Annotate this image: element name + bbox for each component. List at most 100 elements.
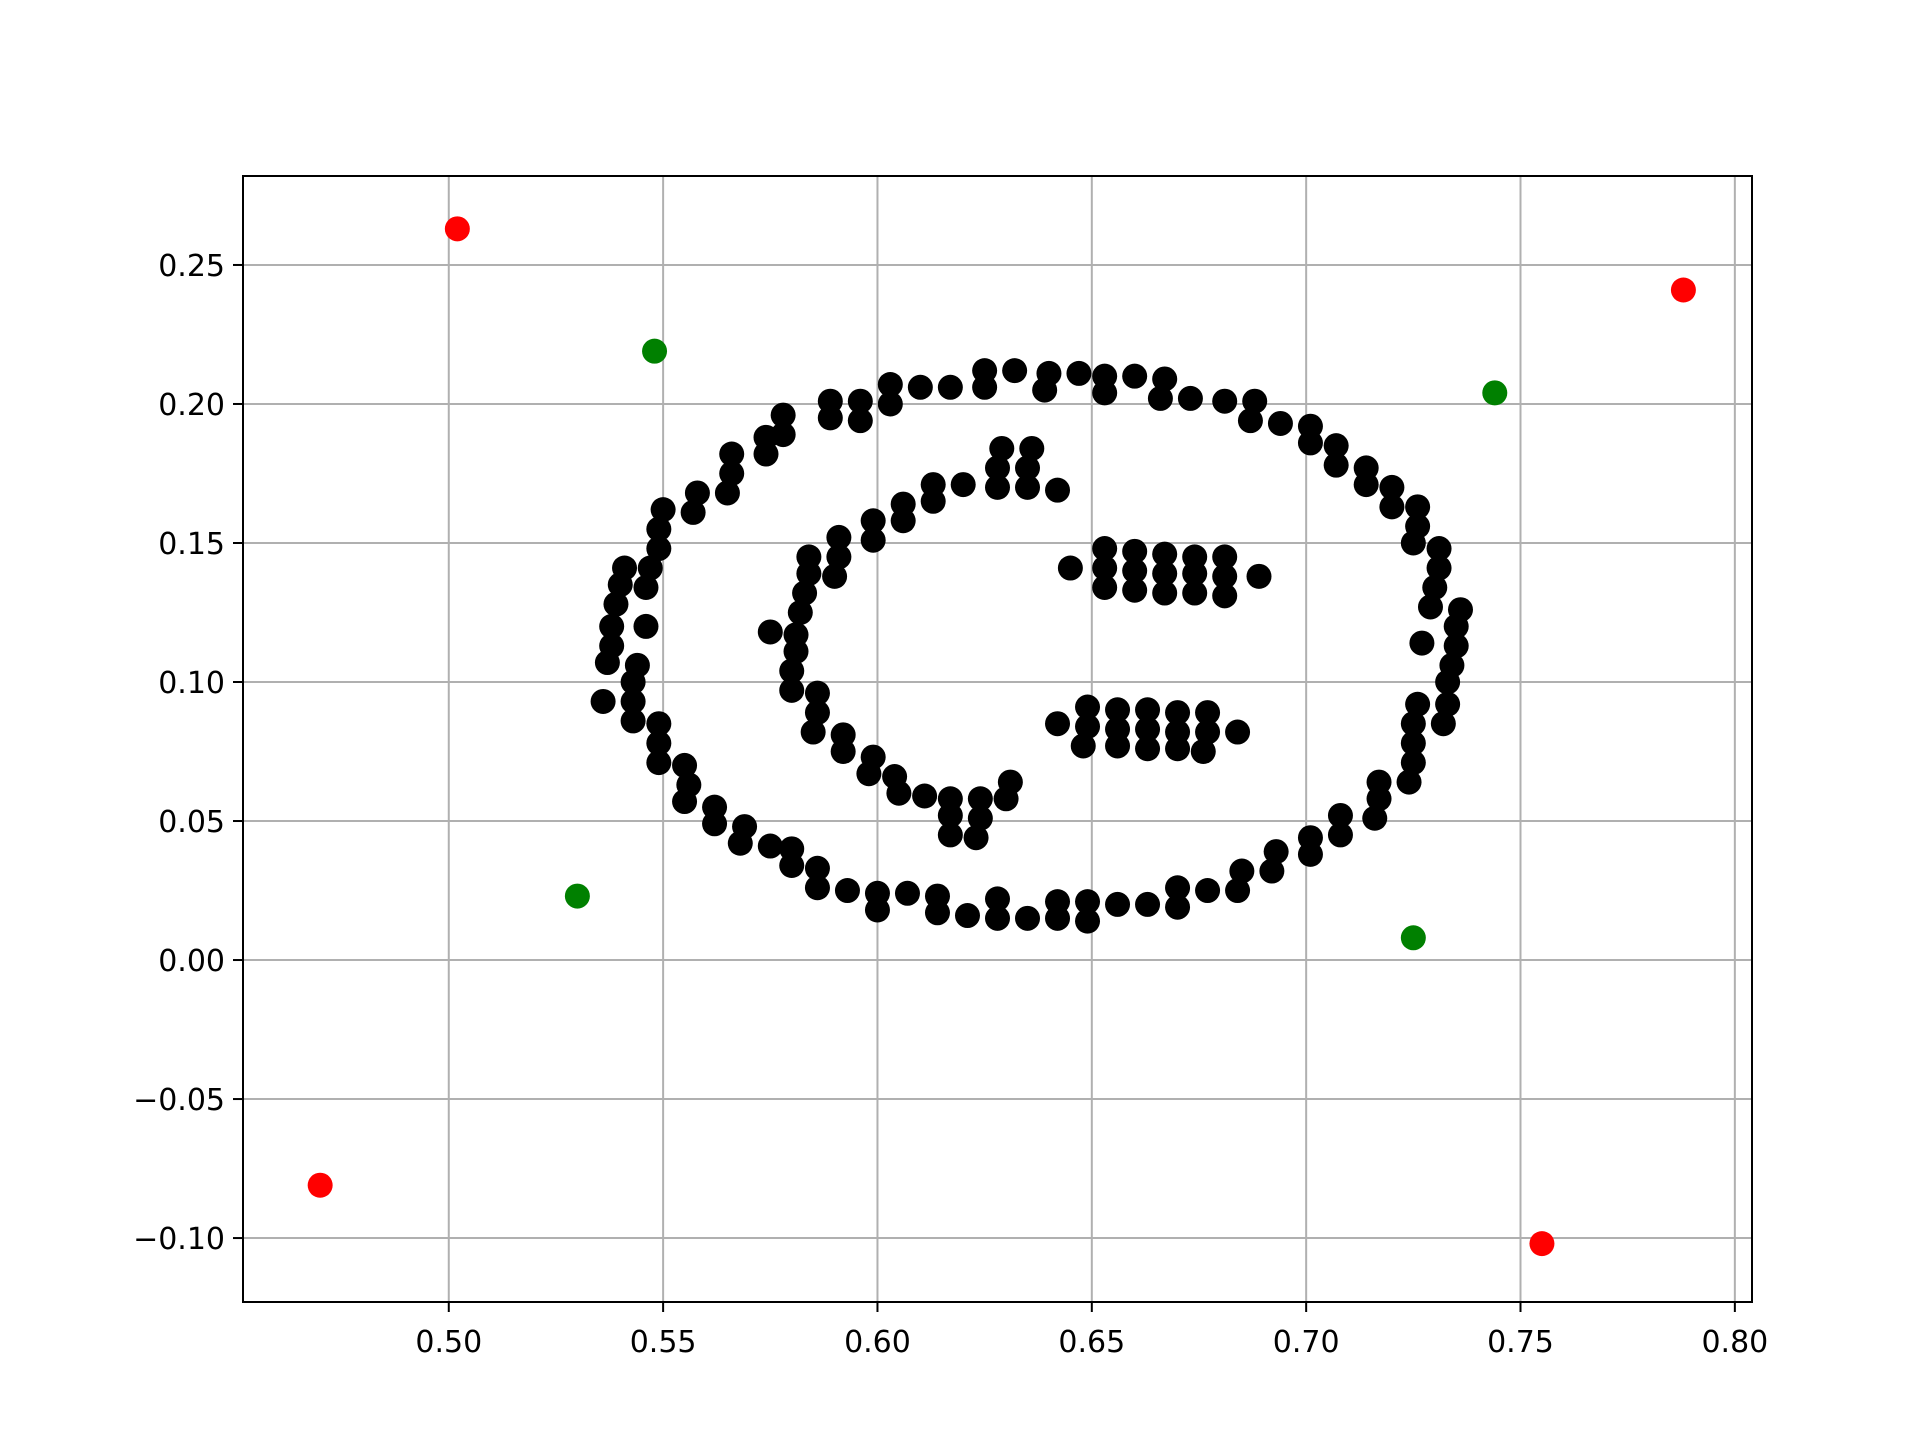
data-point [847, 408, 873, 434]
series-0 [590, 358, 1473, 934]
data-point [1327, 802, 1353, 828]
data-point [599, 613, 625, 639]
data-point [1135, 697, 1161, 723]
data-point [1297, 841, 1323, 867]
data-point [937, 374, 963, 400]
data-point [1435, 669, 1461, 695]
plot-frame [242, 175, 1753, 1303]
data-point [804, 680, 830, 706]
data-point [1152, 561, 1178, 587]
y-tick-label: 0.10 [158, 666, 225, 701]
data-point [1147, 385, 1173, 411]
data-point [792, 580, 818, 606]
data-point [963, 825, 989, 851]
data-point [937, 802, 963, 828]
data-point [985, 886, 1010, 912]
data-point [912, 783, 938, 809]
x-axis: 0.50 0.55 0.60 0.65 0.70 0.75 0.80 [415, 1302, 1768, 1360]
data-point [1400, 925, 1426, 951]
data-point [1015, 474, 1041, 500]
data-point [877, 372, 903, 398]
data-point [1032, 377, 1058, 403]
y-tick-label: 0.15 [158, 527, 225, 562]
data-point [444, 216, 470, 242]
data-point [1353, 472, 1379, 498]
data-point [1443, 613, 1469, 639]
data-point [1405, 494, 1431, 520]
data-points [307, 216, 1696, 1257]
data-point [702, 811, 728, 837]
data-point [757, 833, 783, 859]
data-point [1417, 594, 1443, 620]
data-point [967, 786, 993, 812]
data-point [783, 638, 809, 664]
data-point [937, 822, 963, 848]
data-point [1212, 563, 1238, 589]
data-point [1405, 691, 1431, 717]
data-point [607, 572, 633, 598]
data-point [1057, 555, 1083, 581]
data-point [1443, 633, 1469, 659]
data-point [1092, 536, 1118, 562]
data-point [886, 780, 912, 806]
data-point [1122, 538, 1148, 564]
data-point [796, 561, 822, 587]
data-point [672, 752, 698, 778]
data-point [847, 388, 873, 414]
data-point [1015, 455, 1041, 481]
data-point [860, 527, 886, 553]
data-point [864, 897, 890, 923]
x-tick-label: 0.65 [1058, 1325, 1125, 1360]
y-axis: −0.10 −0.05 0.00 0.05 0.10 0.15 0.20 0.25 [133, 249, 243, 1257]
data-point [1122, 558, 1148, 584]
data-point [1323, 433, 1349, 459]
data-point [1327, 822, 1353, 848]
data-point [1426, 536, 1452, 562]
data-point [620, 708, 646, 734]
x-tick-label: 0.70 [1273, 1325, 1340, 1360]
data-point [620, 688, 646, 714]
x-tick-label: 0.60 [844, 1325, 911, 1360]
y-tick-label: 0.05 [158, 805, 225, 840]
data-point [714, 480, 740, 506]
data-point [633, 574, 659, 600]
data-point [907, 374, 933, 400]
data-point [924, 900, 950, 926]
data-point [1195, 878, 1221, 904]
data-point [779, 658, 805, 684]
data-point [1045, 711, 1071, 737]
y-tick-label: −0.05 [133, 1083, 225, 1118]
data-point [1122, 363, 1148, 389]
data-point [680, 499, 706, 525]
data-point [1670, 277, 1696, 303]
data-point [1435, 691, 1461, 717]
data-point [1135, 716, 1161, 742]
data-point [1075, 694, 1101, 720]
data-point [1396, 769, 1422, 795]
data-point [1165, 894, 1191, 920]
data-point [1379, 474, 1405, 500]
data-point [1165, 700, 1191, 726]
data-point [1135, 736, 1161, 762]
data-point [1405, 513, 1431, 539]
data-point [1092, 574, 1118, 600]
data-point [860, 508, 886, 534]
data-point [650, 497, 676, 523]
data-point [920, 488, 946, 514]
data-point [1002, 358, 1028, 384]
data-point [620, 669, 646, 695]
data-point [1212, 388, 1238, 414]
data-point [753, 441, 779, 467]
data-point [1409, 630, 1435, 656]
data-point [989, 435, 1015, 461]
data-point [856, 761, 882, 787]
x-tick-label: 0.55 [630, 1325, 697, 1360]
data-point [1237, 408, 1263, 434]
data-point [1400, 711, 1426, 737]
data-point [1092, 380, 1118, 406]
grid-lines [243, 176, 1752, 1302]
data-point [950, 472, 976, 498]
data-point [1070, 733, 1096, 759]
data-point [684, 480, 710, 506]
